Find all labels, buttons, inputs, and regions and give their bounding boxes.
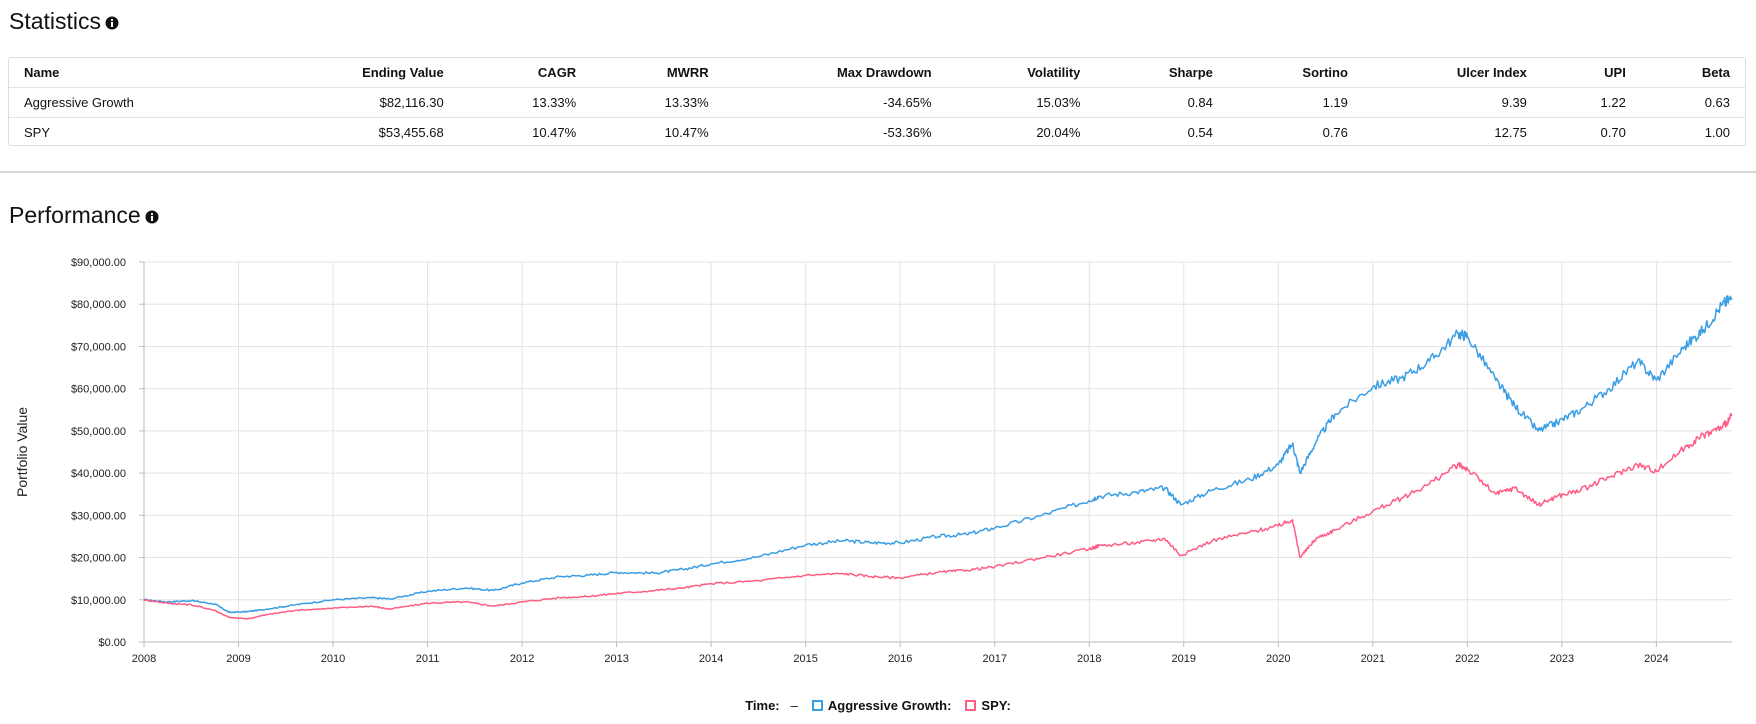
table-cell: 10.47% (591, 117, 724, 147)
x-tick-label: 2013 (604, 653, 628, 665)
table-cell: 20.04% (946, 117, 1096, 147)
x-tick-label: 2009 (226, 653, 250, 665)
y-tick-label: $60,000.00 (71, 384, 126, 396)
x-tick-label: 2015 (793, 653, 817, 665)
table-row: Aggressive Growth $82,116.30 13.33% 13.33% -… (9, 88, 1745, 118)
table-header-row: Name Ending Value CAGR MWRR Max Drawdown Vola… (9, 58, 1745, 88)
y-axis-title: Portfolio Value (14, 407, 30, 497)
column-header[interactable]: MWRR (591, 58, 724, 88)
table-row: SPY $53,455.68 10.47% 10.47% -53.36% 20.04% 0.… (9, 117, 1745, 147)
x-tick-label: 2020 (1266, 653, 1290, 665)
x-tick-label: 2008 (132, 653, 156, 665)
table-cell: 9.39 (1501, 95, 1527, 110)
legend-time: Time: – (745, 698, 798, 713)
column-header[interactable]: Name (9, 58, 260, 88)
section-divider (0, 171, 1756, 173)
table-cell: $82,116.30 (379, 95, 444, 110)
table-cell: 1.00 (1640, 117, 1745, 147)
table-cell: 0.63 (1704, 95, 1730, 110)
legend-swatch-spy (965, 700, 977, 711)
performance-chart[interactable]: $0.00 $10,000.00 $20,000.00 $30,000.00 $40,0… (0, 240, 1756, 680)
info-icon[interactable] (105, 16, 119, 30)
legend-time-value: – (790, 698, 798, 713)
legend-item-aggressive-growth[interactable]: Aggressive Growth: (811, 698, 952, 713)
x-tick-label: 2017 (982, 653, 1006, 665)
table-cell: Aggressive Growth (24, 95, 134, 110)
column-header[interactable]: Max Drawdown (723, 58, 947, 88)
legend-label-aggressive-growth: Aggressive Growth: (827, 698, 952, 713)
y-tick-label: $70,000.00 (71, 341, 126, 353)
info-icon[interactable] (145, 210, 159, 224)
x-tick-label: 2018 (1077, 653, 1101, 665)
x-tick-label: 2011 (416, 653, 440, 665)
table-cell: $53,455.68 (259, 117, 459, 147)
table-cell: -53.36% (723, 117, 947, 147)
table-cell: 1.22 (1600, 95, 1626, 110)
performance-title-text: Performance (9, 202, 141, 228)
legend-swatch-aggressive-growth (811, 700, 823, 711)
y-tick-label: $20,000.00 (71, 553, 126, 565)
column-header[interactable]: CAGR (458, 58, 592, 88)
y-tick-label: $80,000.00 (71, 299, 126, 311)
table-cell: 0.84 (1187, 95, 1213, 110)
legend-time-label: Time: (745, 698, 780, 713)
x-tick-label: 2024 (1644, 653, 1668, 665)
performance-title: Performance (9, 202, 159, 229)
x-tick-label: 2021 (1361, 653, 1385, 665)
statistics-title: Statistics (9, 8, 119, 35)
y-tick-label: $90,000.00 (71, 257, 126, 269)
x-tick-label: 2012 (510, 653, 534, 665)
legend-label-spy: SPY: (981, 698, 1011, 713)
legend-item-spy[interactable]: SPY: (965, 698, 1011, 713)
column-header[interactable]: Ulcer Index (1362, 58, 1542, 88)
table-cell: -34.65% (883, 95, 932, 110)
statistics-table-card: Name Ending Value CAGR MWRR Max Drawdown Vola… (8, 57, 1746, 147)
column-header[interactable]: Sortino (1227, 58, 1363, 88)
x-tick-label: 2022 (1455, 653, 1479, 665)
y-tick-label: $30,000.00 (71, 510, 126, 522)
y-tick-label: $0.00 (98, 637, 126, 649)
x-tick-label: 2019 (1172, 653, 1196, 665)
table-cell: 0.54 (1095, 117, 1228, 147)
column-header[interactable]: Volatility (946, 58, 1096, 88)
table-cell: 13.33% (664, 95, 709, 110)
table-cell: SPY (9, 117, 260, 147)
statistics-table: Name Ending Value CAGR MWRR Max Drawdown Vola… (9, 58, 1745, 147)
series-line-spy (143, 412, 1733, 620)
table-cell: 13.33% (532, 95, 577, 110)
table-cell: 1.19 (1322, 95, 1348, 110)
y-tick-label: $10,000.00 (71, 595, 126, 607)
chart-legend: Time: – Aggressive Growth: SPY: (0, 698, 1756, 713)
table-cell: 10.47% (458, 117, 592, 147)
y-tick-label: $40,000.00 (71, 468, 126, 480)
table-cell: 15.03% (1036, 95, 1081, 110)
column-header[interactable]: Ending Value (259, 58, 459, 88)
table-cell: 0.76 (1227, 117, 1363, 147)
column-header[interactable]: UPI (1541, 58, 1641, 88)
x-tick-label: 2016 (888, 653, 912, 665)
x-tick-label: 2010 (321, 653, 345, 665)
x-tick-label: 2014 (699, 653, 723, 665)
y-tick-label: $50,000.00 (71, 426, 126, 438)
table-cell: 0.70 (1541, 117, 1641, 147)
column-header[interactable]: Sharpe (1095, 58, 1228, 88)
series-line-aggressive-growth (143, 295, 1733, 614)
statistics-title-text: Statistics (9, 8, 102, 34)
x-tick-label: 2023 (1550, 653, 1574, 665)
column-header[interactable]: Beta (1640, 58, 1745, 88)
table-cell: 12.75 (1362, 117, 1542, 147)
